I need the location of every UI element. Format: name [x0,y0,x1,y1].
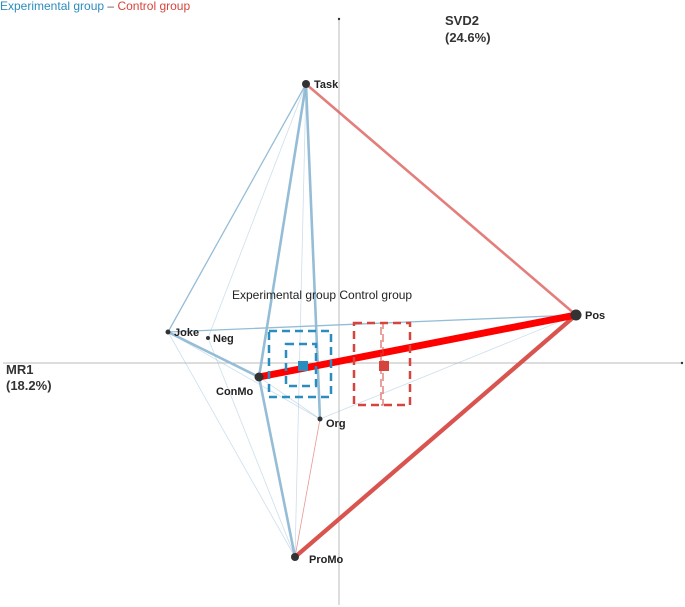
edge-task-conmo [257,82,308,379]
experimental-outer-box [267,329,333,399]
experimental-inner-box [284,342,318,388]
edge-conmo-pos [255,311,580,381]
edge-joke-promo [167,331,296,558]
legend: Experimental group – Control group [0,0,190,13]
node-label-neg: Neg [213,333,234,345]
node-conmo [254,372,264,382]
nodes: Task Pos Joke Neg ConMo Org ProMo [165,79,605,566]
center-label: Experimental group Control group [232,288,412,302]
node-joke [165,329,171,335]
x-axis-percent: (18.2%) [6,378,52,393]
node-label-task: Task [314,79,339,91]
edge-conmo-promo [257,375,297,559]
group-centroids [267,321,412,407]
edge-task-promo [294,83,307,558]
y-axis-end-dot [337,17,341,21]
experimental-centroid-square [298,361,308,371]
y-axis-name: SVD2 [445,13,479,28]
node-neg [206,336,210,340]
edge-task-neg [207,83,307,339]
edge-pos-org [319,314,577,420]
x-axis-end-dot [680,361,684,365]
node-label-joke: Joke [174,327,199,339]
node-label-conmo: ConMo [216,386,254,398]
legend-control: Control group [117,0,191,13]
node-pos [570,309,582,321]
node-label-promo: ProMo [309,554,344,566]
control-centroid-square [379,361,389,371]
edge-pos-promo [292,312,579,560]
edge-org-promo [294,418,321,558]
edge-joke-conmo [166,330,261,379]
node-task [302,80,310,88]
node-promo [291,553,299,561]
node-label-pos: Pos [585,310,605,322]
node-org [317,416,323,422]
edge-neg-promo [207,337,296,558]
edge-joke-org [167,331,321,420]
legend-separator: – [107,0,115,13]
y-axis-percent: (24.6%) [445,30,491,45]
node-label-org: Org [326,418,346,430]
legend-experimental: Experimental group [0,0,105,13]
x-axis-name: MR1 [6,362,33,377]
edge-task-pos [304,82,578,317]
edges [166,82,580,560]
edge-task-joke [167,83,307,333]
